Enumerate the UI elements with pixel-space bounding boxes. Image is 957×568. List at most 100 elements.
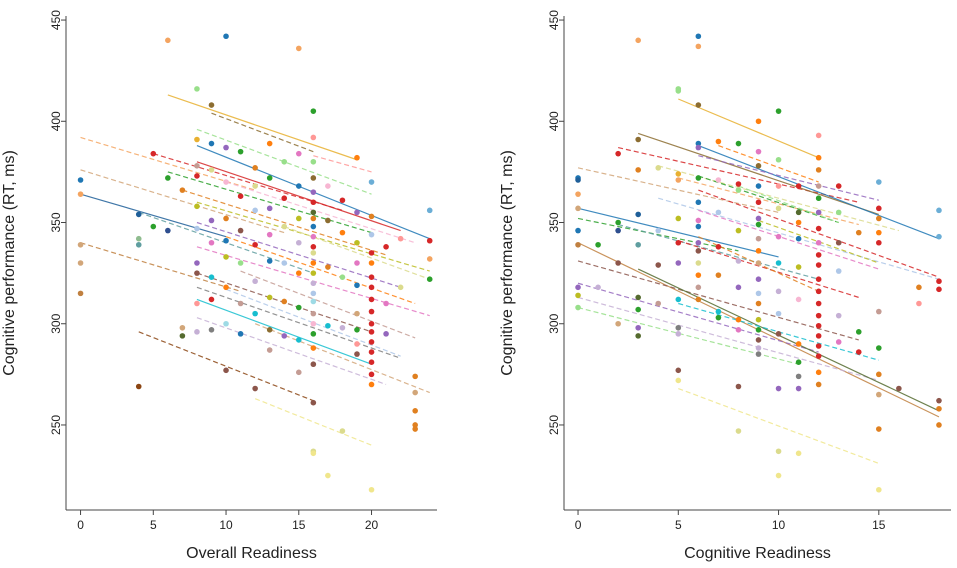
data-point (165, 227, 171, 234)
data-point (675, 367, 682, 374)
data-point (876, 239, 882, 246)
left-x-tick-label: 20 (365, 518, 379, 532)
regression-line (738, 185, 839, 224)
data-point (615, 150, 621, 157)
data-point (876, 308, 882, 315)
data-point (575, 205, 581, 212)
regression-line (678, 177, 859, 226)
data-point (354, 327, 360, 333)
data-point (635, 241, 641, 248)
data-point (310, 280, 317, 287)
data-point (295, 45, 302, 52)
data-point (775, 472, 782, 479)
data-point (715, 272, 722, 278)
data-point (936, 207, 942, 214)
data-point (735, 258, 742, 264)
regression-line (618, 147, 859, 203)
data-point (795, 373, 802, 380)
data-point (876, 486, 882, 493)
right-x-axis-label: Cognitive Readiness (684, 545, 831, 562)
regression-line (678, 240, 859, 298)
data-point (755, 163, 762, 169)
left-y-axis-label: Cognitive performance (RT, ms) (1, 150, 18, 376)
right-x-ticks: 0 5 10 15 (575, 510, 886, 532)
data-point (295, 337, 302, 343)
data-point (368, 320, 375, 327)
data-point (775, 233, 782, 240)
left-x-axis-label: Overall Readiness (186, 545, 317, 562)
data-point (795, 219, 802, 226)
data-point (675, 331, 682, 337)
data-point (208, 239, 215, 246)
data-point (310, 345, 317, 351)
data-point (310, 260, 317, 266)
data-point (194, 163, 200, 169)
data-point (755, 345, 762, 351)
data-point (223, 237, 229, 244)
regression-line (196, 286, 401, 359)
data-point (426, 276, 433, 282)
data-point (77, 177, 84, 183)
data-point (815, 225, 822, 232)
data-point (695, 239, 702, 246)
data-point (735, 327, 742, 333)
regression-line (240, 270, 416, 339)
data-point (310, 331, 317, 337)
data-point (426, 256, 433, 262)
data-point (310, 175, 317, 181)
regression-line (167, 171, 372, 234)
data-point (266, 347, 273, 353)
data-point (426, 207, 433, 214)
data-point (135, 235, 142, 242)
data-point (655, 165, 662, 171)
data-point (310, 209, 317, 216)
data-point (77, 260, 84, 266)
data-point (675, 171, 682, 177)
data-point (835, 268, 842, 274)
regression-line (577, 217, 739, 252)
regression-line (577, 207, 779, 258)
data-point (735, 428, 742, 434)
data-point (775, 183, 782, 189)
left-y-tick-label: 400 (49, 111, 63, 131)
data-point (368, 260, 375, 266)
data-point (223, 320, 229, 327)
data-point (916, 284, 922, 291)
data-point (412, 422, 418, 428)
data-point (354, 209, 360, 216)
data-point (575, 191, 581, 197)
right-x-tick-label: 0 (575, 518, 582, 532)
data-point (775, 385, 782, 392)
regression-line (698, 189, 940, 278)
data-point (368, 231, 375, 238)
data-point (615, 260, 621, 266)
data-point (615, 320, 621, 327)
regression-line (758, 219, 880, 264)
data-point (575, 177, 581, 183)
data-point (208, 327, 215, 333)
data-point (266, 140, 273, 147)
data-point (237, 148, 244, 155)
data-point (876, 345, 882, 351)
data-point (695, 144, 702, 151)
data-point (295, 239, 302, 246)
data-point (194, 173, 200, 179)
data-point (755, 276, 762, 282)
data-point (815, 262, 822, 268)
data-point (368, 284, 375, 291)
data-point (695, 248, 702, 254)
right-x-tick-label: 10 (772, 518, 786, 532)
data-point (575, 284, 581, 291)
data-point (815, 353, 822, 359)
data-point (179, 187, 186, 193)
data-point (695, 175, 702, 181)
data-point (615, 219, 621, 226)
regression-line (196, 128, 372, 195)
data-point (715, 314, 722, 321)
data-point (383, 244, 389, 250)
data-point (426, 237, 433, 244)
right-y-tick-label: 450 (547, 10, 561, 30)
data-point (412, 389, 418, 396)
data-point (135, 211, 142, 218)
right-x-tick-label: 5 (675, 518, 682, 532)
